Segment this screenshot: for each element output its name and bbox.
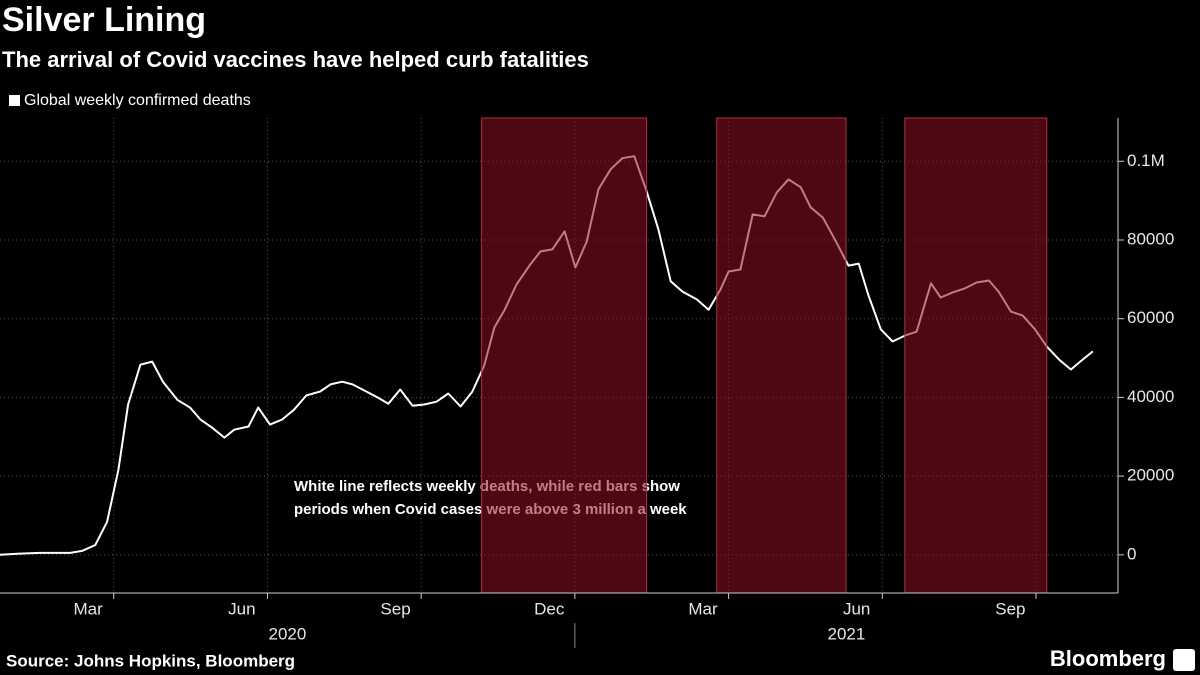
x-tick-label: Jun	[843, 599, 870, 618]
legend-swatch	[9, 95, 20, 106]
source: Source: Johns Hopkins, Bloomberg	[6, 651, 295, 670]
chart-title: Silver Lining	[2, 1, 206, 39]
x-tick-label: Jun	[228, 599, 255, 618]
year-label: 2020	[269, 624, 307, 643]
y-tick-label: 40000	[1127, 387, 1174, 406]
brand: Bloomberg	[1050, 646, 1166, 671]
year-label: 2021	[828, 624, 866, 643]
y-tick-label: 60000	[1127, 308, 1174, 327]
x-tick-label: Mar	[688, 599, 718, 618]
shaded-period	[716, 117, 847, 594]
legend-label: Global weekly confirmed deaths	[24, 92, 251, 109]
x-tick-label: Mar	[73, 599, 103, 618]
shaded-period	[481, 117, 648, 594]
y-tick-label: 80000	[1127, 229, 1174, 248]
y-tick-label: 0.1M	[1127, 151, 1165, 170]
brand-icon	[1173, 649, 1195, 671]
y-tick-label: 20000	[1127, 466, 1174, 485]
shaded-period	[904, 117, 1048, 594]
chart-subtitle: The arrival of Covid vaccines have helpe…	[2, 47, 589, 72]
y-tick-label: 0	[1127, 544, 1136, 563]
x-tick-label: Sep	[380, 599, 410, 618]
x-tick-label: Sep	[995, 599, 1025, 618]
x-tick-label: Dec	[534, 599, 565, 618]
